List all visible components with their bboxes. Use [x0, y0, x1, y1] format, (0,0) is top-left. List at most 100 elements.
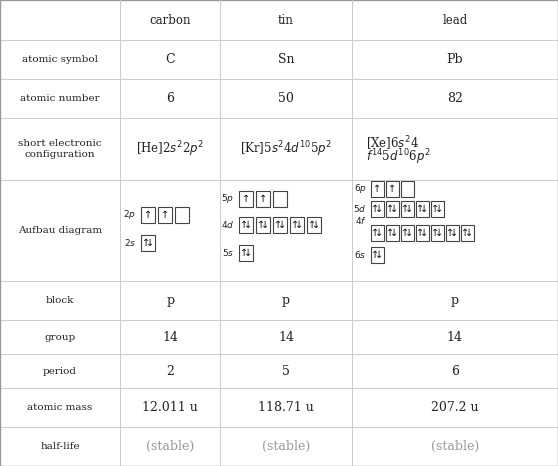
Text: 207.2 u: 207.2 u [431, 401, 479, 414]
Text: p: p [282, 295, 290, 308]
Text: ↓: ↓ [465, 227, 474, 238]
Text: half-life: half-life [40, 442, 80, 451]
Text: ↑: ↑ [387, 204, 395, 213]
Text: ↑: ↑ [275, 219, 282, 230]
Text: ↓: ↓ [391, 204, 398, 213]
Bar [431, 200, 444, 217]
Text: carbon: carbon [150, 14, 191, 27]
Text: $2p$: $2p$ [123, 208, 136, 221]
Text: Pb: Pb [446, 53, 463, 66]
Text: group: group [44, 333, 76, 342]
Text: ↓: ↓ [312, 219, 320, 230]
Text: ↑: ↑ [240, 247, 248, 258]
Text: ↑: ↑ [387, 227, 395, 238]
Text: ↑: ↑ [416, 204, 425, 213]
Text: ↑: ↑ [291, 219, 300, 230]
Text: ↓: ↓ [261, 219, 270, 230]
Bar [239, 191, 253, 206]
Text: 82: 82 [447, 92, 463, 105]
Text: 118.71 u: 118.71 u [258, 401, 314, 414]
Text: $5s$: $5s$ [222, 247, 234, 258]
Bar [175, 206, 189, 223]
Bar [239, 245, 253, 260]
Text: ↑: ↑ [242, 193, 251, 204]
Bar [273, 191, 287, 206]
Text: $5p$: $5p$ [222, 192, 234, 205]
Bar [416, 200, 429, 217]
Text: ↓: ↓ [244, 247, 252, 258]
Text: ↑: ↑ [372, 227, 379, 238]
Text: ↑: ↑ [401, 204, 410, 213]
Bar [273, 217, 287, 233]
Text: ↑: ↑ [446, 227, 455, 238]
Text: $4f$: $4f$ [354, 215, 367, 226]
Text: 2: 2 [166, 364, 174, 377]
Text: 14: 14 [447, 331, 463, 344]
Bar [257, 217, 271, 233]
Text: 6: 6 [166, 92, 174, 105]
Text: period: period [43, 367, 77, 376]
Text: ↓: ↓ [421, 227, 429, 238]
Bar [307, 217, 321, 233]
Text: (stable): (stable) [431, 440, 479, 453]
Bar [371, 181, 384, 197]
Bar [416, 225, 429, 240]
Text: ↑: ↑ [161, 210, 169, 219]
Text: 6: 6 [451, 364, 459, 377]
Text: ↑: ↑ [373, 184, 382, 193]
Text: $f^{14}\mathregular{5}d^{10}\mathregular{6}p^{2}$: $f^{14}\mathregular{5}d^{10}\mathregular… [365, 147, 430, 167]
Text: ↓: ↓ [146, 238, 154, 247]
Bar [431, 225, 444, 240]
Text: ↑: ↑ [388, 184, 397, 193]
Bar [461, 225, 474, 240]
Text: ↓: ↓ [435, 204, 444, 213]
Text: $\mathregular{[He]2}s^{2}\mathregular{2}p^{2}$: $\mathregular{[He]2}s^{2}\mathregular{2}… [136, 139, 204, 159]
Bar [239, 217, 253, 233]
Text: 50: 50 [278, 92, 294, 105]
Bar [371, 247, 384, 263]
Text: ↑: ↑ [401, 227, 410, 238]
Text: ↓: ↓ [391, 227, 398, 238]
Text: ↑: ↑ [259, 193, 267, 204]
Text: ↓: ↓ [450, 227, 459, 238]
Text: ↓: ↓ [376, 227, 383, 238]
Text: ↑: ↑ [309, 219, 316, 230]
Text: atomic number: atomic number [20, 94, 100, 103]
Text: $4d$: $4d$ [221, 219, 234, 230]
Text: ↓: ↓ [376, 250, 383, 260]
Text: $5d$: $5d$ [353, 203, 367, 214]
Bar [290, 217, 305, 233]
Text: $\mathregular{[Xe]6}s^{2}\mathregular{4}$: $\mathregular{[Xe]6}s^{2}\mathregular{4}… [365, 135, 418, 153]
Text: ↑: ↑ [416, 227, 425, 238]
Text: short electronic
configuration: short electronic configuration [18, 139, 102, 159]
Text: ↓: ↓ [295, 219, 304, 230]
Text: atomic mass: atomic mass [27, 403, 93, 412]
Text: block: block [46, 296, 74, 305]
Bar [371, 200, 384, 217]
Text: p: p [166, 295, 174, 308]
Text: ↑: ↑ [257, 219, 266, 230]
Bar [371, 225, 384, 240]
Text: 14: 14 [162, 331, 178, 344]
Text: 12.011 u: 12.011 u [142, 401, 198, 414]
Text: ↑: ↑ [461, 227, 470, 238]
Text: atomic symbol: atomic symbol [22, 55, 98, 64]
Text: ↓: ↓ [244, 219, 252, 230]
Text: ↑: ↑ [431, 227, 440, 238]
Bar [386, 181, 399, 197]
Text: ↓: ↓ [435, 227, 444, 238]
Text: ↓: ↓ [406, 227, 413, 238]
Text: lead: lead [442, 14, 468, 27]
Text: ↑: ↑ [372, 204, 379, 213]
Text: Sn: Sn [278, 53, 294, 66]
Text: ↓: ↓ [376, 204, 383, 213]
Text: $\mathregular{[Kr]5}s^{2}\mathregular{4}d^{10}\mathregular{5}p^{2}$: $\mathregular{[Kr]5}s^{2}\mathregular{4}… [240, 139, 332, 159]
Bar [386, 200, 399, 217]
Text: 5: 5 [282, 364, 290, 377]
Text: (stable): (stable) [262, 440, 310, 453]
Text: ↑: ↑ [372, 250, 379, 260]
Bar [401, 225, 414, 240]
Text: C: C [165, 53, 175, 66]
Text: ↓: ↓ [278, 219, 286, 230]
Bar [446, 225, 459, 240]
